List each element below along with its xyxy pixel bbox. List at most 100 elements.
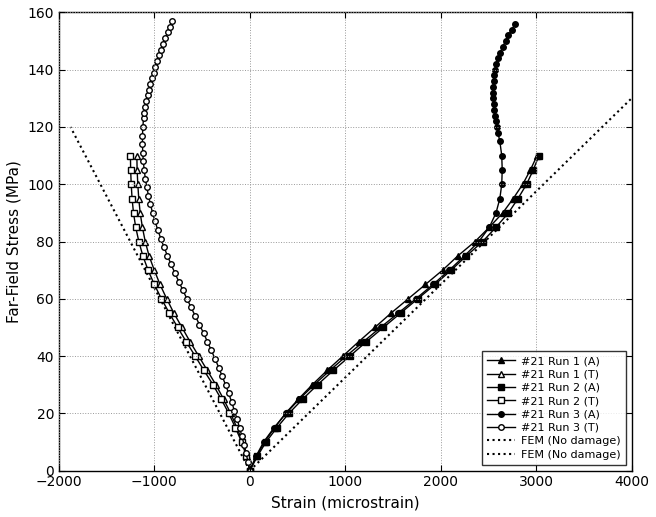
#21 Run 3 (A) bbox=[499, 167, 506, 173]
#21 Run 3 (T) bbox=[203, 339, 211, 345]
#21 Run 1 (T) bbox=[135, 195, 143, 202]
#21 Run 2 (A) bbox=[447, 267, 455, 273]
#21 Run 3 (A) bbox=[295, 396, 303, 402]
#21 Run 3 (A) bbox=[499, 44, 506, 50]
#21 Run 3 (A) bbox=[489, 78, 497, 84]
#21 Run 2 (T) bbox=[174, 324, 182, 330]
#21 Run 3 (A) bbox=[492, 210, 500, 216]
#21 Run 3 (A) bbox=[377, 324, 384, 330]
#21 Run 3 (A) bbox=[461, 253, 468, 259]
#21 Run 3 (A) bbox=[497, 50, 504, 56]
#21 Run 2 (A) bbox=[329, 367, 337, 373]
#21 Run 3 (T) bbox=[242, 450, 250, 457]
Line: #21 Run 2 (A): #21 Run 2 (A) bbox=[247, 153, 542, 474]
#21 Run 3 (T) bbox=[246, 467, 254, 474]
#21 Run 2 (T) bbox=[135, 238, 143, 245]
#21 Run 1 (T) bbox=[150, 267, 158, 273]
#21 Run 2 (T) bbox=[182, 339, 190, 345]
#21 Run 2 (T) bbox=[144, 267, 152, 273]
#21 Run 2 (A) bbox=[362, 339, 370, 345]
#21 Run 3 (A) bbox=[326, 367, 334, 373]
#21 Run 1 (T) bbox=[212, 382, 220, 388]
#21 Run 3 (A) bbox=[491, 112, 499, 118]
FEM (No damage) bbox=[246, 467, 254, 474]
#21 Run 1 (T) bbox=[246, 467, 254, 474]
#21 Run 2 (T) bbox=[157, 296, 165, 302]
#21 Run 2 (A) bbox=[397, 310, 405, 316]
#21 Run 2 (T) bbox=[246, 467, 254, 474]
#21 Run 3 (A) bbox=[496, 138, 504, 144]
#21 Run 1 (A) bbox=[421, 281, 429, 287]
#21 Run 3 (A) bbox=[489, 95, 497, 101]
#21 Run 3 (A) bbox=[504, 32, 512, 38]
#21 Run 3 (A) bbox=[445, 267, 453, 273]
#21 Run 2 (T) bbox=[192, 353, 199, 359]
#21 Run 1 (A) bbox=[404, 296, 412, 302]
#21 Run 1 (A) bbox=[439, 267, 447, 273]
#21 Run 1 (T) bbox=[133, 153, 141, 159]
#21 Run 2 (A) bbox=[479, 238, 487, 245]
#21 Run 3 (A) bbox=[310, 382, 318, 388]
#21 Run 1 (A) bbox=[527, 167, 535, 173]
#21 Run 2 (A) bbox=[492, 224, 500, 231]
#21 Run 2 (A) bbox=[504, 210, 512, 216]
FEM (No damage) bbox=[96, 181, 104, 187]
#21 Run 3 (T) bbox=[169, 18, 176, 24]
#21 Run 2 (A) bbox=[285, 410, 293, 417]
#21 Run 3 (A) bbox=[485, 224, 493, 231]
#21 Run 3 (A) bbox=[359, 339, 367, 345]
#21 Run 3 (A) bbox=[489, 101, 497, 107]
#21 Run 2 (T) bbox=[200, 367, 208, 373]
#21 Run 3 (T) bbox=[225, 390, 233, 397]
FEM (No damage) bbox=[246, 467, 254, 474]
#21 Run 1 (A) bbox=[260, 439, 268, 445]
#21 Run 2 (T) bbox=[132, 224, 140, 231]
#21 Run 2 (T) bbox=[209, 382, 217, 388]
#21 Run 1 (T) bbox=[239, 439, 247, 445]
#21 Run 2 (A) bbox=[314, 382, 321, 388]
#21 Run 1 (A) bbox=[253, 453, 260, 460]
#21 Run 1 (T) bbox=[195, 353, 203, 359]
#21 Run 3 (A) bbox=[508, 26, 516, 33]
#21 Run 3 (A) bbox=[475, 238, 483, 245]
FEM (No damage) bbox=[598, 124, 606, 130]
#21 Run 1 (T) bbox=[145, 253, 153, 259]
#21 Run 3 (A) bbox=[489, 84, 497, 90]
Line: #21 Run 1 (T): #21 Run 1 (T) bbox=[134, 153, 253, 474]
#21 Run 3 (A) bbox=[493, 124, 501, 130]
Y-axis label: Far-Field Stress (MPa): Far-Field Stress (MPa) bbox=[7, 160, 22, 323]
#21 Run 3 (A) bbox=[270, 424, 278, 431]
#21 Run 3 (A) bbox=[490, 107, 498, 113]
#21 Run 3 (A) bbox=[342, 353, 350, 359]
#21 Run 3 (T) bbox=[233, 416, 241, 422]
#21 Run 3 (A) bbox=[246, 467, 254, 474]
FEM (No damage) bbox=[539, 181, 547, 187]
#21 Run 3 (A) bbox=[494, 130, 502, 136]
#21 Run 3 (A) bbox=[429, 281, 437, 287]
#21 Run 1 (A) bbox=[454, 253, 462, 259]
#21 Run 1 (T) bbox=[163, 296, 171, 302]
#21 Run 2 (A) bbox=[346, 353, 354, 359]
#21 Run 1 (T) bbox=[133, 167, 141, 173]
#21 Run 1 (A) bbox=[371, 324, 379, 330]
X-axis label: Strain (microstrain): Strain (microstrain) bbox=[271, 495, 420, 510]
#21 Run 1 (T) bbox=[136, 210, 144, 216]
#21 Run 3 (A) bbox=[492, 61, 500, 67]
#21 Run 1 (T) bbox=[141, 238, 149, 245]
#21 Run 2 (T) bbox=[139, 253, 147, 259]
#21 Run 3 (A) bbox=[498, 181, 506, 187]
#21 Run 3 (A) bbox=[282, 410, 290, 417]
#21 Run 2 (T) bbox=[128, 195, 136, 202]
FEM (No damage) bbox=[186, 353, 194, 359]
#21 Run 3 (T) bbox=[149, 210, 157, 216]
#21 Run 1 (T) bbox=[178, 324, 186, 330]
#21 Run 1 (A) bbox=[339, 353, 347, 359]
#21 Run 1 (A) bbox=[323, 367, 331, 373]
#21 Run 3 (A) bbox=[494, 55, 502, 62]
#21 Run 2 (T) bbox=[130, 210, 138, 216]
Line: #21 Run 1 (A): #21 Run 1 (A) bbox=[247, 153, 540, 474]
#21 Run 3 (A) bbox=[502, 38, 510, 44]
#21 Run 1 (A) bbox=[499, 210, 506, 216]
#21 Run 1 (A) bbox=[295, 396, 302, 402]
#21 Run 1 (A) bbox=[281, 410, 289, 417]
